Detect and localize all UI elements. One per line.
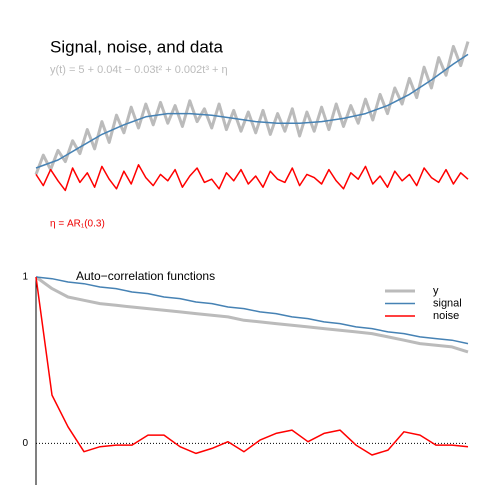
legend-label: noise: [433, 310, 459, 322]
series-line: [35, 53, 469, 169]
series-line: [34, 41, 470, 175]
legend-label: signal: [433, 297, 462, 309]
chart-title: Auto−correlation functions: [76, 269, 215, 283]
y-tick-label: 1: [22, 272, 28, 283]
legend-label: y: [433, 285, 439, 297]
series-line: [35, 276, 469, 456]
chart-title: Signal, noise, and data: [50, 37, 224, 56]
chart-subtitle: y(t) = 5 + 0.04t − 0.03t² + 0.002t³ + η: [50, 64, 228, 76]
y-tick-label: 0: [22, 438, 28, 449]
series-line: [35, 164, 469, 192]
series-line: [35, 276, 469, 345]
annotation: η = AR₁(0.3): [50, 219, 105, 230]
series-line: [35, 275, 469, 354]
